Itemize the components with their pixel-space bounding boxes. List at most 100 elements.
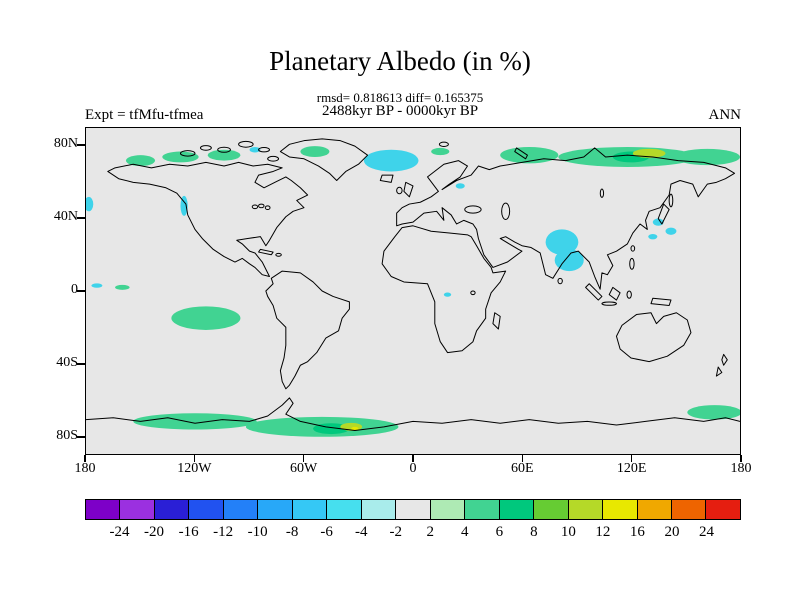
patch-baltic-spot — [455, 183, 465, 189]
season-label: ANN — [708, 107, 742, 123]
lon-tick-mark — [302, 455, 305, 462]
lat-axis-label: 40S — [56, 354, 78, 370]
cuba-coastline — [258, 248, 274, 256]
lat-tick-mark — [77, 290, 85, 292]
colorbar-tick-label: -24 — [109, 524, 130, 540]
colorbar-segment — [153, 500, 189, 519]
coastlines-group — [86, 138, 740, 431]
figure-title: Planetary Albedo (in %) — [269, 46, 531, 76]
colorbar-segment — [188, 500, 223, 519]
black-sea — [464, 205, 482, 214]
patch-kamchatka — [674, 148, 740, 166]
patch-norwegian-sea — [431, 147, 450, 156]
colorbar-segment — [705, 500, 740, 519]
patch-bengal-1 — [545, 229, 579, 255]
lat-axis-label: 80S — [56, 427, 78, 443]
colorbar-segment — [498, 500, 534, 519]
lat-tick-mark — [77, 144, 85, 146]
map-plot-area — [85, 127, 741, 455]
patch-arctic-canada-3 — [207, 149, 241, 161]
arctic-island-5 — [258, 147, 270, 153]
arctic-island-4 — [238, 140, 254, 148]
arctic-island-2 — [199, 145, 212, 151]
japan-coastline — [657, 203, 670, 225]
patch-antarctic-yellow — [351, 426, 359, 431]
lat-axis-label: 80N — [53, 136, 78, 152]
lat-tick-mark — [77, 363, 85, 365]
patch-us-west-coast — [180, 195, 188, 216]
lon-axis-label: 180 — [74, 461, 96, 476]
colorbar-tick-label: -16 — [178, 524, 199, 540]
britain-coastline — [403, 181, 414, 198]
north-america-coastline — [107, 161, 309, 278]
colorbar-tick-label: -12 — [213, 524, 234, 540]
colorbar-segment — [86, 500, 120, 519]
colorbar-segment — [222, 500, 258, 519]
colorbar-segment — [395, 500, 430, 519]
svalbard-coastline — [438, 141, 449, 147]
lon-axis-label: 180 — [730, 461, 752, 476]
colorbar-tick-label: -20 — [144, 524, 165, 540]
great-lake-1 — [251, 204, 259, 210]
arctic-island-3 — [217, 146, 231, 153]
australia-coastline — [615, 312, 692, 363]
patch-bengal-2 — [554, 249, 584, 272]
colorbar-tick-label: 10 — [560, 524, 576, 540]
lon-tick-mark — [412, 455, 414, 462]
colorbar-segment — [429, 500, 465, 519]
stats-line: rmsd= 0.818613 diff= 0.165375 — [316, 90, 484, 105]
lat-axis-label: 40N — [53, 209, 78, 225]
taiwan-coastline — [630, 245, 636, 252]
caspian-sea — [501, 202, 511, 220]
colorbar-segment — [567, 500, 603, 519]
java-coastline — [601, 301, 617, 306]
lon-axis-label: 0 — [409, 461, 417, 476]
new-guinea-coastline — [650, 297, 672, 306]
antarctica-coastline — [86, 397, 740, 431]
colorbar-tick-label: 24 — [698, 524, 714, 540]
sakhalin-coastline — [668, 193, 674, 208]
patch-africa-spot — [443, 292, 452, 297]
colorbar-tick-label: 2 — [426, 524, 435, 540]
lat-tick-mark — [77, 436, 85, 438]
greenland-coastline — [279, 138, 369, 182]
lon-axis-label: 60W — [290, 461, 318, 476]
anomaly-patches-group — [86, 146, 740, 437]
lon-tick-mark — [193, 455, 196, 462]
colorbar-segment — [670, 500, 706, 519]
colorbar-tick-label: 4 — [461, 524, 469, 540]
novaya-zemlya-coastline — [514, 147, 528, 160]
africa-coastline — [381, 225, 507, 354]
colorbar-tick-label: -2 — [389, 524, 402, 540]
patch-china-coast — [648, 233, 658, 240]
sri-lanka-coastline — [557, 277, 563, 285]
sumatra-coastline — [585, 283, 603, 301]
lat-axis-label: 0 — [71, 282, 78, 297]
patch-antarctic-3 — [687, 405, 740, 420]
colorbar-tick-label: -10 — [247, 524, 268, 540]
experiment-label: Expt = tfMfu-tfmea — [85, 107, 204, 123]
colorbar-segment — [533, 500, 568, 519]
colorbar-tick-label: -6 — [320, 524, 333, 540]
patch-antarctic-1 — [133, 413, 257, 430]
colorbar — [85, 499, 741, 520]
colorbar-tick-label: 16 — [629, 524, 645, 540]
arctic-island-6 — [267, 155, 280, 162]
colorbar-tick-label: -8 — [285, 524, 299, 540]
sulawesi-coastline — [626, 290, 632, 299]
patch-arctic-cyan-spot — [249, 147, 261, 153]
patch-arctic-canada-2 — [162, 151, 199, 163]
lat-tick-mark — [77, 217, 85, 219]
colorbar-tick-label: 8 — [530, 524, 538, 540]
colorbar-tick-label: 20 — [664, 524, 680, 540]
ireland-coastline — [396, 186, 403, 195]
colorbar-tick-label: -4 — [354, 524, 368, 540]
eurasia-coastline — [396, 147, 736, 290]
lon-tick-mark — [84, 455, 86, 462]
patch-left-edge — [86, 196, 94, 212]
patch-equator-dot-2 — [115, 284, 130, 290]
world-map-svg — [86, 138, 740, 437]
colorbar-segment — [464, 500, 499, 519]
lake-baikal — [599, 188, 605, 198]
